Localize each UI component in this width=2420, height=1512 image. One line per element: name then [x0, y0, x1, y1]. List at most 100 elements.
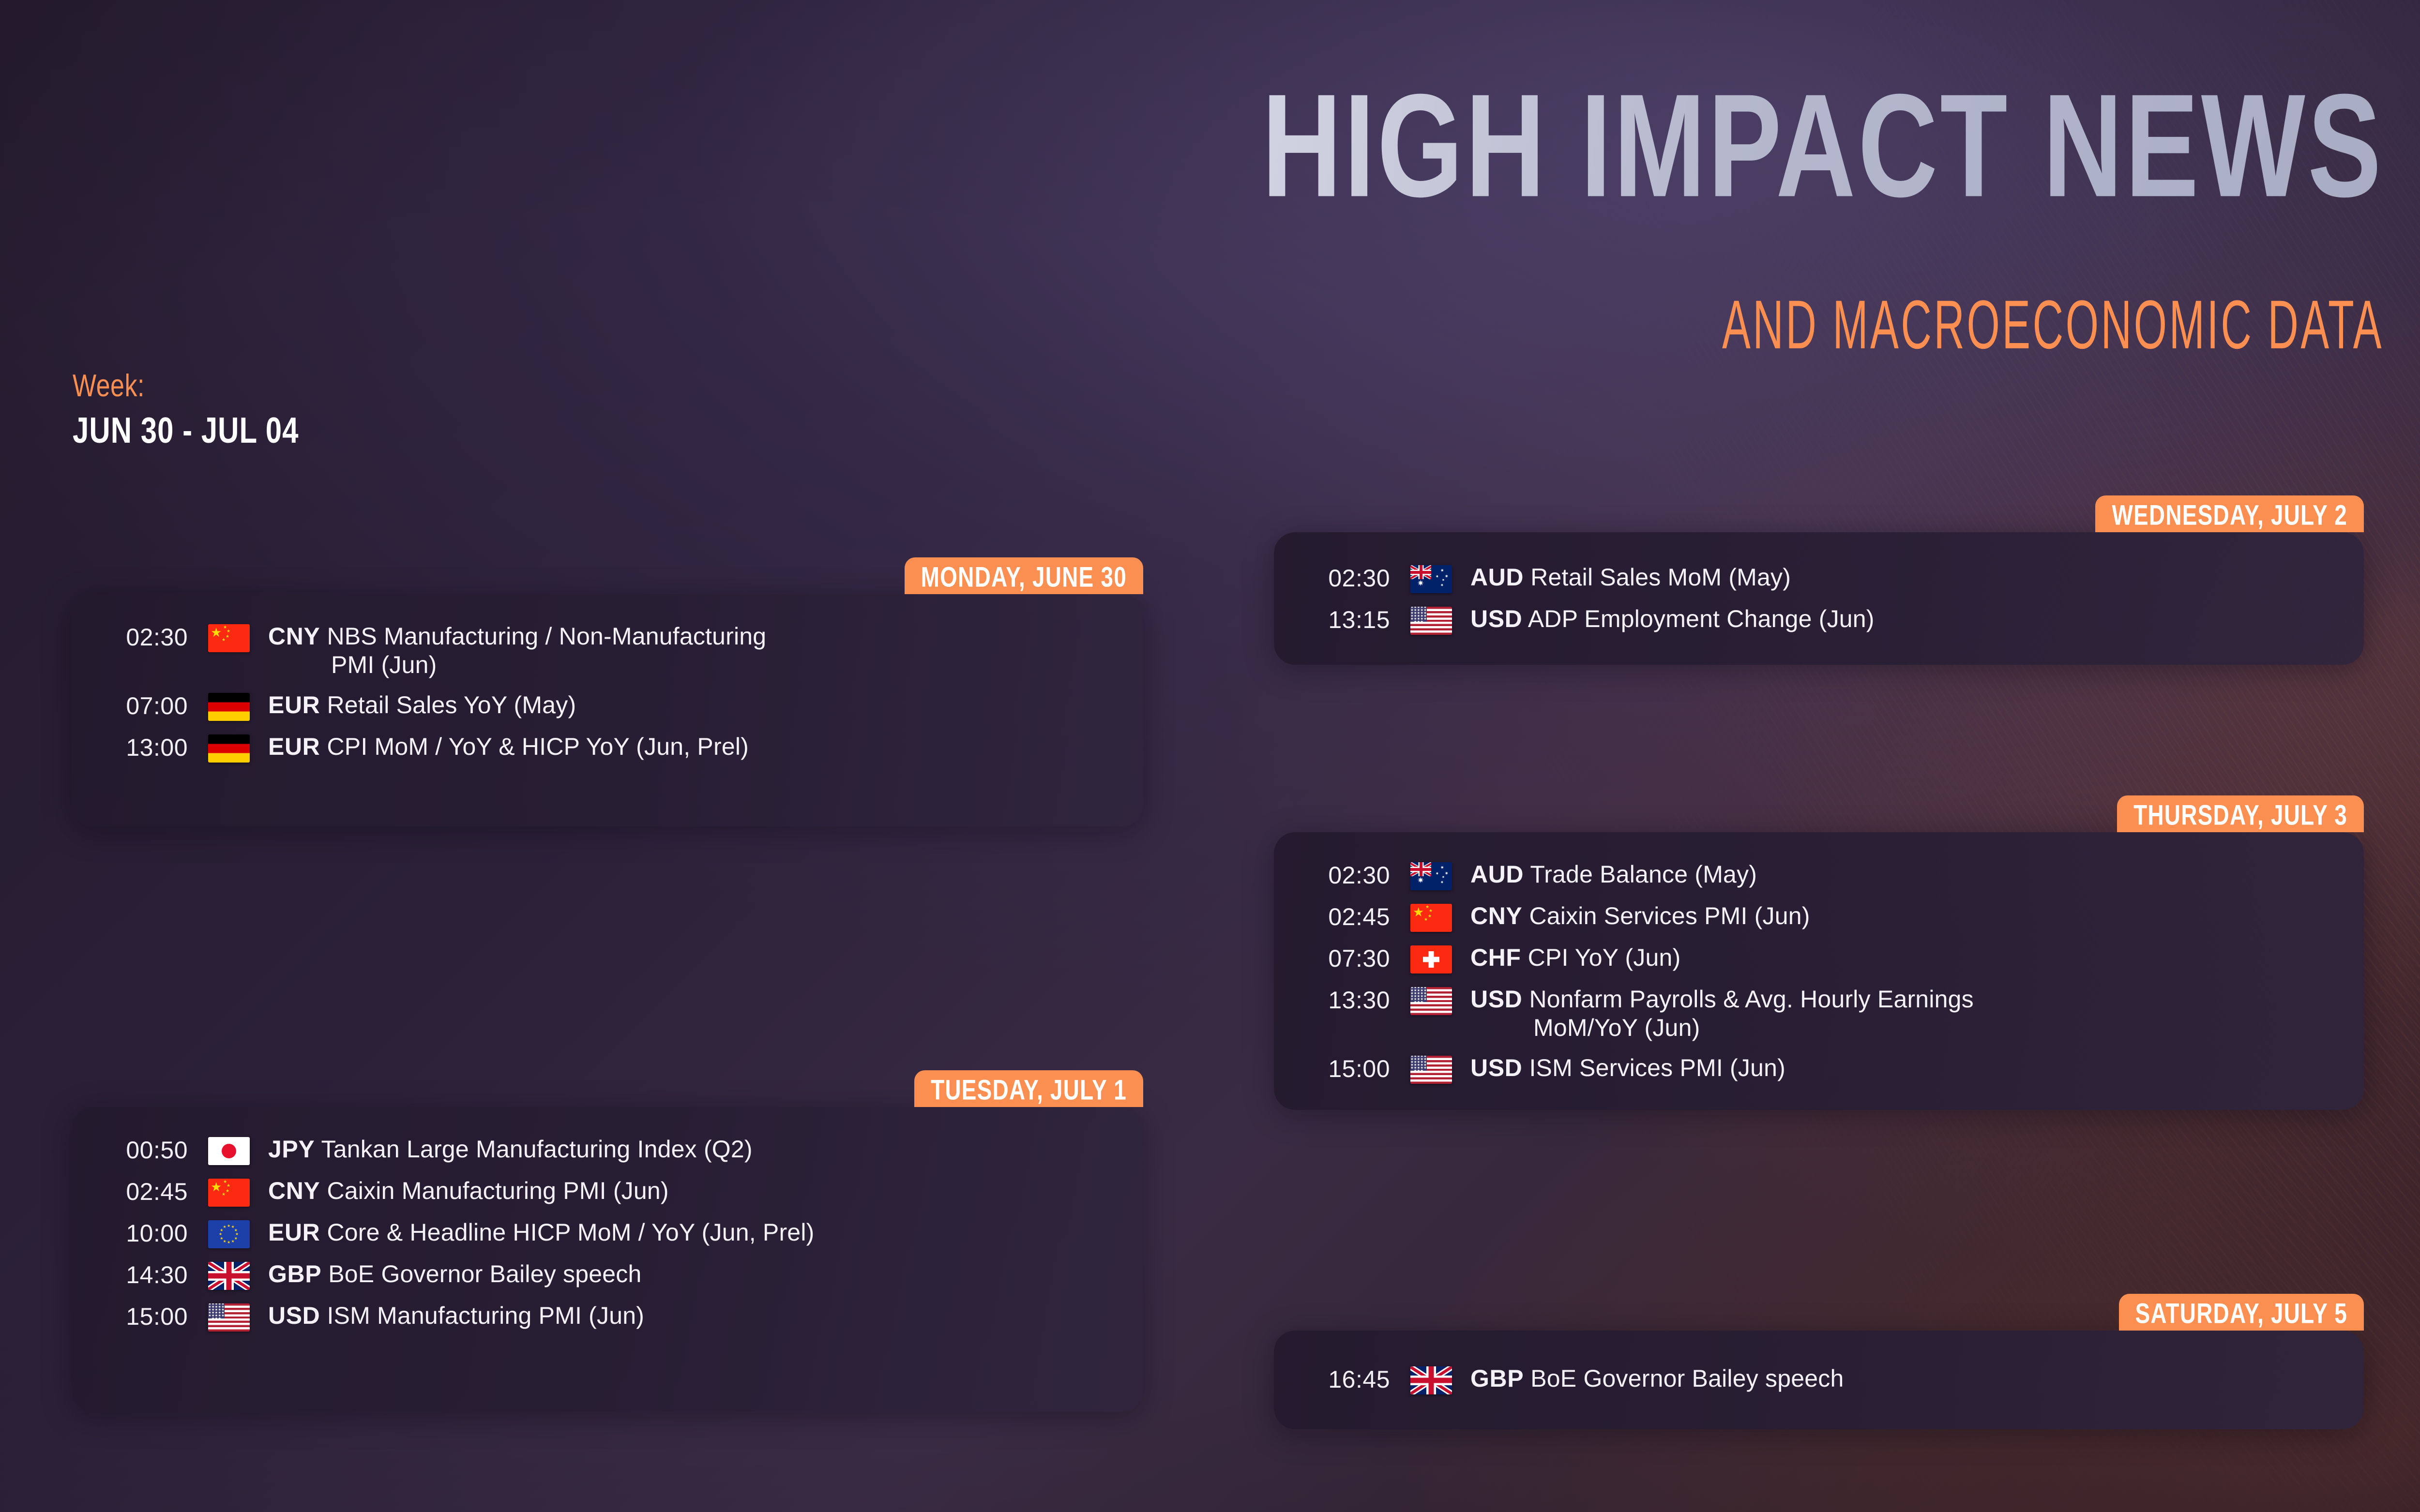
event-row[interactable]: 02:30 ★ ★ ★ ★ ★ CNY NBS Manufacturing / Non-Ma… — [91, 621, 1124, 679]
day-card-tuesday: TUESDAY, JULY 1 00:50 JPY Tankan Large Man… — [72, 1070, 1143, 1412]
event-description: CHF CPI YoY (Jun) — [1470, 943, 2344, 972]
usa-flag: ★★★★★★★★★★★★★★★★★★★★★★★★★★★★ — [1410, 1056, 1452, 1084]
event-row[interactable]: 10:00 ★ ★ ★ ★ ★ ★ ★ ★ ★ ★ ★ ★ EUR Core & Headline HIC… — [91, 1217, 1124, 1248]
day-badge-label: WEDNESDAY, JULY 2 — [2112, 498, 2347, 531]
event-description: USD ADP Employment Change (Jun) — [1470, 604, 2344, 633]
event-row[interactable]: 02:30 ✷ ✷ ✷ ✷ ✷ ✷ AUD Retail Sales MoM (May) — [1293, 562, 2344, 593]
event-row[interactable]: 15:00 ★★★★★★★★★★★★★★★★★★★★★★★★★★★★ USD ISM… — [91, 1301, 1124, 1332]
day-card-body: 16:45 GBP BoE Governor Bailey speech — [1274, 1331, 2364, 1429]
currency-code: CHF — [1470, 944, 1521, 971]
week-label: Week: — [73, 368, 145, 404]
event-row[interactable]: 13:15 ★★★★★★★★★★★★★★★★★★★★★★★★★★★★ USD ADP… — [1293, 604, 2344, 635]
event-row[interactable]: 02:30 ✷ ✷ ✷ ✷ ✷ ✷ AUD Trade Balance (May) — [1293, 859, 2344, 890]
event-title: Retail Sales YoY (May) — [320, 691, 576, 719]
australia-flag: ✷ ✷ ✷ ✷ ✷ ✷ — [1410, 565, 1452, 593]
currency-code: EUR — [268, 691, 320, 719]
event-description: AUD Retail Sales MoM (May) — [1470, 562, 2344, 592]
eu-flag: ★ ★ ★ ★ ★ ★ ★ ★ ★ ★ ★ ★ — [208, 1220, 250, 1248]
event-time: 02:30 — [1328, 862, 1390, 889]
currency-code: USD — [1470, 1054, 1523, 1081]
event-row[interactable]: 07:30 CHF CPI YoY (Jun) — [1293, 943, 2344, 973]
week-block: Week: JUN 30 - JUL 04 — [73, 368, 299, 450]
event-title: ISM Services PMI (Jun) — [1522, 1054, 1785, 1081]
currency-code: USD — [1470, 605, 1523, 632]
event-title: ADP Employment Change (Jun) — [1522, 605, 1875, 632]
day-badge-label: THURSDAY, JULY 3 — [2133, 798, 2347, 831]
event-time: 14:30 — [126, 1261, 188, 1288]
day-badge-label: MONDAY, JUNE 30 — [921, 560, 1127, 593]
china-flag: ★ ★ ★ ★ ★ — [208, 1179, 250, 1207]
event-description: CNY Caixin Manufacturing PMI (Jun) — [268, 1176, 1124, 1205]
currency-code: GBP — [1470, 1365, 1524, 1392]
currency-code: USD — [268, 1302, 320, 1329]
event-description: GBP BoE Governor Bailey speech — [1470, 1363, 2344, 1393]
event-title: ISM Manufacturing PMI (Jun) — [320, 1302, 645, 1329]
event-time: 07:00 — [126, 692, 188, 719]
currency-code: GBP — [268, 1260, 322, 1287]
day-card-body: 02:30 ★ ★ ★ ★ ★ CNY NBS Manufacturing / Non-Ma… — [72, 594, 1143, 826]
event-time: 07:30 — [1328, 945, 1390, 972]
day-card-wednesday: WEDNESDAY, JULY 2 02:30 ✷ ✷ ✷ ✷ ✷ ✷ AUD Retail S… — [1274, 495, 2364, 665]
event-title: Caixin Manufacturing PMI (Jun) — [320, 1177, 669, 1204]
event-title: Tankan Large Manufacturing Index (Q2) — [315, 1136, 753, 1163]
event-description: EUR Core & Headline HICP MoM / YoY (Jun,… — [268, 1217, 1124, 1247]
currency-code: EUR — [268, 1219, 320, 1246]
china-flag: ★ ★ ★ ★ ★ — [208, 624, 250, 652]
currency-code: CNY — [268, 1177, 320, 1204]
event-row[interactable]: 07:00 EUR Retail Sales YoY (May) — [91, 690, 1124, 721]
germany-flag — [208, 693, 250, 721]
event-row[interactable]: 13:30 ★★★★★★★★★★★★★★★★★★★★★★★★★★★★ USD Non… — [1293, 984, 2344, 1042]
event-description: AUD Trade Balance (May) — [1470, 859, 2344, 889]
event-title: Retail Sales MoM (May) — [1524, 564, 1791, 591]
event-time: 16:45 — [1328, 1366, 1390, 1393]
day-badge: MONDAY, JUNE 30 — [904, 557, 1143, 594]
event-row[interactable]: 02:45 ★ ★ ★ ★ ★ CNY Caixin Manufacturing PMI (… — [91, 1176, 1124, 1207]
day-card-body: 02:30 ✷ ✷ ✷ ✷ ✷ ✷ AUD Retail Sales MoM (May) 13:… — [1274, 532, 2364, 665]
event-description: CNY Caixin Services PMI (Jun) — [1470, 901, 2344, 930]
event-time: 13:00 — [126, 734, 188, 761]
event-time: 02:30 — [126, 624, 188, 651]
event-title: CPI MoM / YoY & HICP YoY (Jun, Prel) — [320, 733, 749, 760]
usa-flag: ★★★★★★★★★★★★★★★★★★★★★★★★★★★★ — [1410, 607, 1452, 635]
day-card-monday: MONDAY, JUNE 30 02:30 ★ ★ ★ ★ ★ CNY NBS Manufac… — [72, 557, 1143, 826]
event-row[interactable]: 13:00 EUR CPI MoM / YoY & HICP YoY (Jun, … — [91, 732, 1124, 763]
usa-flag: ★★★★★★★★★★★★★★★★★★★★★★★★★★★★ — [1410, 987, 1452, 1015]
event-time: 02:30 — [1328, 565, 1390, 592]
event-title: BoE Governor Bailey speech — [1524, 1365, 1844, 1392]
event-time: 02:45 — [1328, 903, 1390, 930]
event-description: USD Nonfarm Payrolls & Avg. Hourly Earni… — [1470, 984, 2344, 1042]
event-row[interactable]: 15:00 ★★★★★★★★★★★★★★★★★★★★★★★★★★★★ USD ISM… — [1293, 1053, 2344, 1084]
event-description: CNY NBS Manufacturing / Non-Manufacturin… — [268, 621, 1124, 679]
event-description: JPY Tankan Large Manufacturing Index (Q2… — [268, 1134, 1124, 1164]
australia-flag: ✷ ✷ ✷ ✷ ✷ ✷ — [1410, 862, 1452, 890]
event-time: 02:45 — [126, 1178, 188, 1205]
switzerland-flag — [1410, 945, 1452, 973]
day-card-saturday: SATURDAY, JULY 5 16:45 GBP BoE Governor Ba… — [1274, 1294, 2364, 1429]
currency-code: JPY — [268, 1136, 315, 1163]
currency-code: CNY — [268, 623, 320, 650]
event-time: 15:00 — [126, 1303, 188, 1330]
day-card-body: 00:50 JPY Tankan Large Manufacturing Inde… — [72, 1107, 1143, 1412]
week-range: JUN 30 - JUL 04 — [73, 410, 299, 450]
event-title: Caixin Services PMI (Jun) — [1522, 902, 1810, 929]
event-title: Trade Balance (May) — [1524, 861, 1757, 888]
day-badge-label: SATURDAY, JULY 5 — [2135, 1297, 2347, 1330]
event-title: NBS Manufacturing / Non-Manufacturing — [320, 623, 767, 650]
event-row[interactable]: 16:45 GBP BoE Governor Bailey speech — [1293, 1363, 2344, 1394]
event-time: 10:00 — [126, 1220, 188, 1247]
event-row[interactable]: 00:50 JPY Tankan Large Manufacturing Inde… — [91, 1134, 1124, 1165]
event-time: 00:50 — [126, 1137, 188, 1164]
day-badge: TUESDAY, JULY 1 — [914, 1070, 1143, 1107]
event-title: BoE Governor Bailey speech — [321, 1260, 642, 1287]
day-badge: WEDNESDAY, JULY 2 — [2095, 495, 2364, 532]
currency-code: EUR — [268, 733, 320, 760]
event-title: Core & Headline HICP MoM / YoY (Jun, Pre… — [320, 1219, 815, 1246]
event-description: GBP BoE Governor Bailey speech — [268, 1259, 1124, 1288]
day-badge-label: TUESDAY, JULY 1 — [931, 1073, 1127, 1106]
event-row[interactable]: 14:30 GBP BoE Governor Bailey speech — [91, 1259, 1124, 1290]
china-flag: ★ ★ ★ ★ ★ — [1410, 904, 1452, 932]
currency-code: AUD — [1470, 861, 1524, 888]
event-time: 15:00 — [1328, 1055, 1390, 1082]
event-time: 13:30 — [1328, 987, 1390, 1014]
event-row[interactable]: 02:45 ★ ★ ★ ★ ★ CNY Caixin Services PMI (Jun) — [1293, 901, 2344, 932]
